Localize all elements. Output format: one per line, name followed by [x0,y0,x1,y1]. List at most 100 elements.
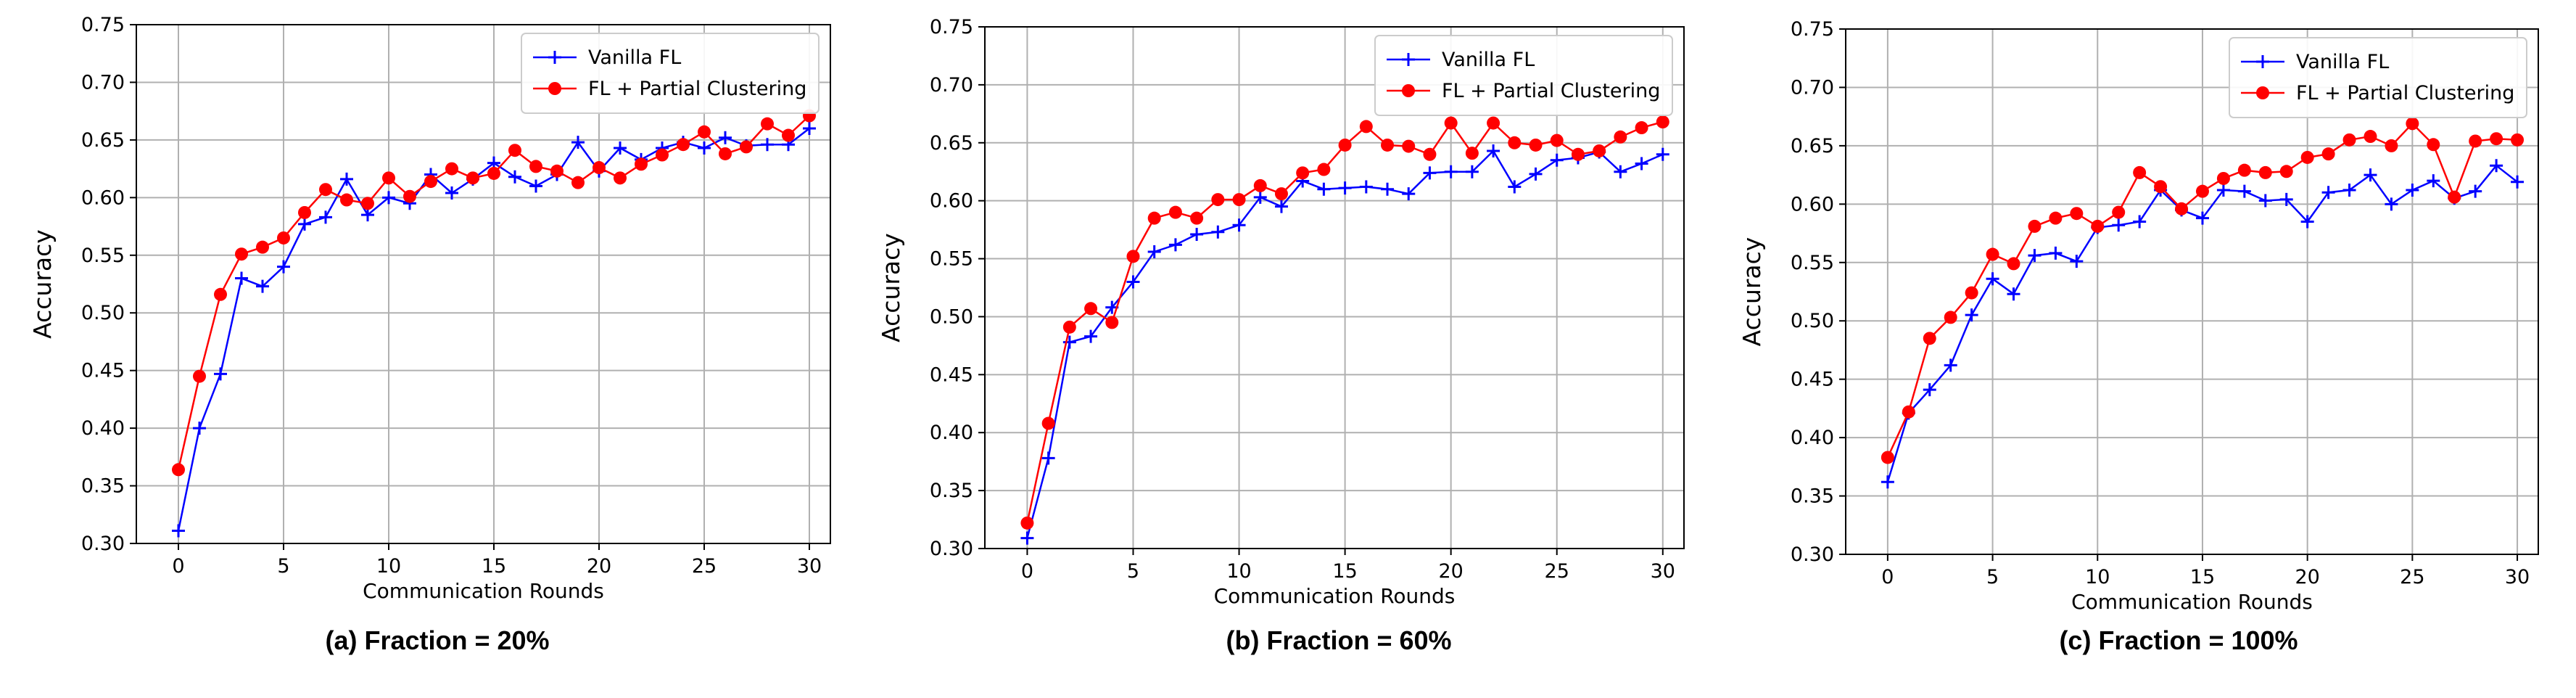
data-point [1084,302,1098,316]
data-point [319,210,332,224]
y-tick-label: 0.40 [1791,427,1834,449]
data-point [1041,451,1055,465]
data-point [298,205,311,219]
data-point [214,287,227,301]
data-point [2133,165,2147,179]
data-point [2427,138,2440,152]
y-tick-label: 0.60 [81,186,125,209]
data-point [782,128,795,142]
data-point [1147,245,1161,258]
legend-marker [548,82,561,95]
data-point [1020,516,1034,530]
data-point [256,240,269,254]
x-tick-label: 5 [277,555,289,578]
data-point [1444,165,1458,178]
x-tick-label: 10 [1226,560,1251,583]
data-point [1190,211,1204,225]
legend-marker [1402,84,1415,97]
data-point [2049,246,2063,260]
y-tick-label: 0.35 [1791,485,1834,508]
data-point [172,463,185,477]
data-point [2091,219,2105,233]
data-point [2490,159,2503,173]
data-point [2112,205,2126,219]
y-tick-label: 0.55 [930,248,973,271]
data-point [2112,218,2126,232]
data-point [1614,165,1627,178]
data-point [1062,320,1076,334]
y-tick-label: 0.75 [930,16,973,38]
x-tick-label: 30 [797,555,822,578]
data-point [1881,475,1894,489]
data-point [2216,184,2230,197]
data-point [1062,335,1076,349]
data-point [1020,531,1034,545]
data-point [256,279,269,293]
data-point [529,160,542,173]
data-point [235,271,248,285]
y-tick-label: 0.70 [81,71,125,94]
data-point [2195,211,2209,225]
data-point [2321,147,2335,161]
data-point [1296,166,1310,180]
y-tick-label: 0.65 [1791,135,1834,157]
data-point [1444,116,1458,130]
data-point [1508,136,1522,149]
x-tick-label: 20 [2295,566,2319,588]
data-point [2049,211,2063,225]
data-point [340,172,353,186]
y-tick-label: 0.65 [81,129,125,152]
data-point [382,171,395,185]
y-tick-label: 0.30 [1791,543,1834,566]
y-tick-label: 0.50 [81,302,125,324]
data-point [2469,134,2482,148]
legend-marker [548,51,561,64]
data-point [403,189,416,203]
data-point [1923,332,1936,345]
y-axis-label: Accuracy [1738,237,1766,347]
data-point [2070,255,2084,268]
data-point [1923,383,1936,397]
y-tick-label: 0.45 [81,360,125,382]
chart-panel-3: 0 5 10 15 20 25 30 0.30 0.35 0.40 0.45 0.50 0.55 0.60… [1738,18,2539,614]
data-point [2195,184,2209,198]
data-point [214,367,227,381]
data-point [1656,115,1669,129]
x-tick-label: 15 [482,555,506,578]
data-point [1902,405,1915,419]
caption-a: (a) Fraction = 20% [325,625,550,655]
data-point [2237,184,2251,198]
data-point [2364,168,2377,182]
data-point [1359,120,1373,134]
x-tick-label: 25 [2400,566,2424,588]
data-point [1168,205,1182,219]
data-point [2469,184,2482,198]
data-point [614,141,627,155]
data-point [1965,308,1978,322]
data-point [2028,249,2042,263]
data-point [1381,138,1395,152]
legend-label: FL + Partial Clustering [2296,82,2514,104]
data-point [1487,144,1500,157]
data-point [1487,116,1500,130]
legend-label: Vanilla FL [1442,49,1535,71]
data-point [2511,175,2525,189]
x-axis-label: Communication Rounds [2071,590,2313,614]
data-point [340,193,353,207]
y-axis-label: Accuracy [877,233,905,342]
x-tick-label: 25 [692,555,717,578]
data-point [1211,225,1225,239]
data-point [614,171,627,185]
data-point [2511,133,2525,147]
y-tick-label: 0.55 [1791,252,1834,274]
y-tick-label: 0.70 [1791,76,1834,99]
data-point [1571,147,1585,161]
y-tick-label: 0.75 [81,14,125,36]
data-point [2133,215,2147,229]
data-point [1593,144,1606,157]
data-point [382,191,395,205]
data-point [1338,138,1352,152]
data-point [2007,287,2020,301]
data-point [1126,275,1140,289]
x-tick-label: 30 [1651,560,1675,583]
